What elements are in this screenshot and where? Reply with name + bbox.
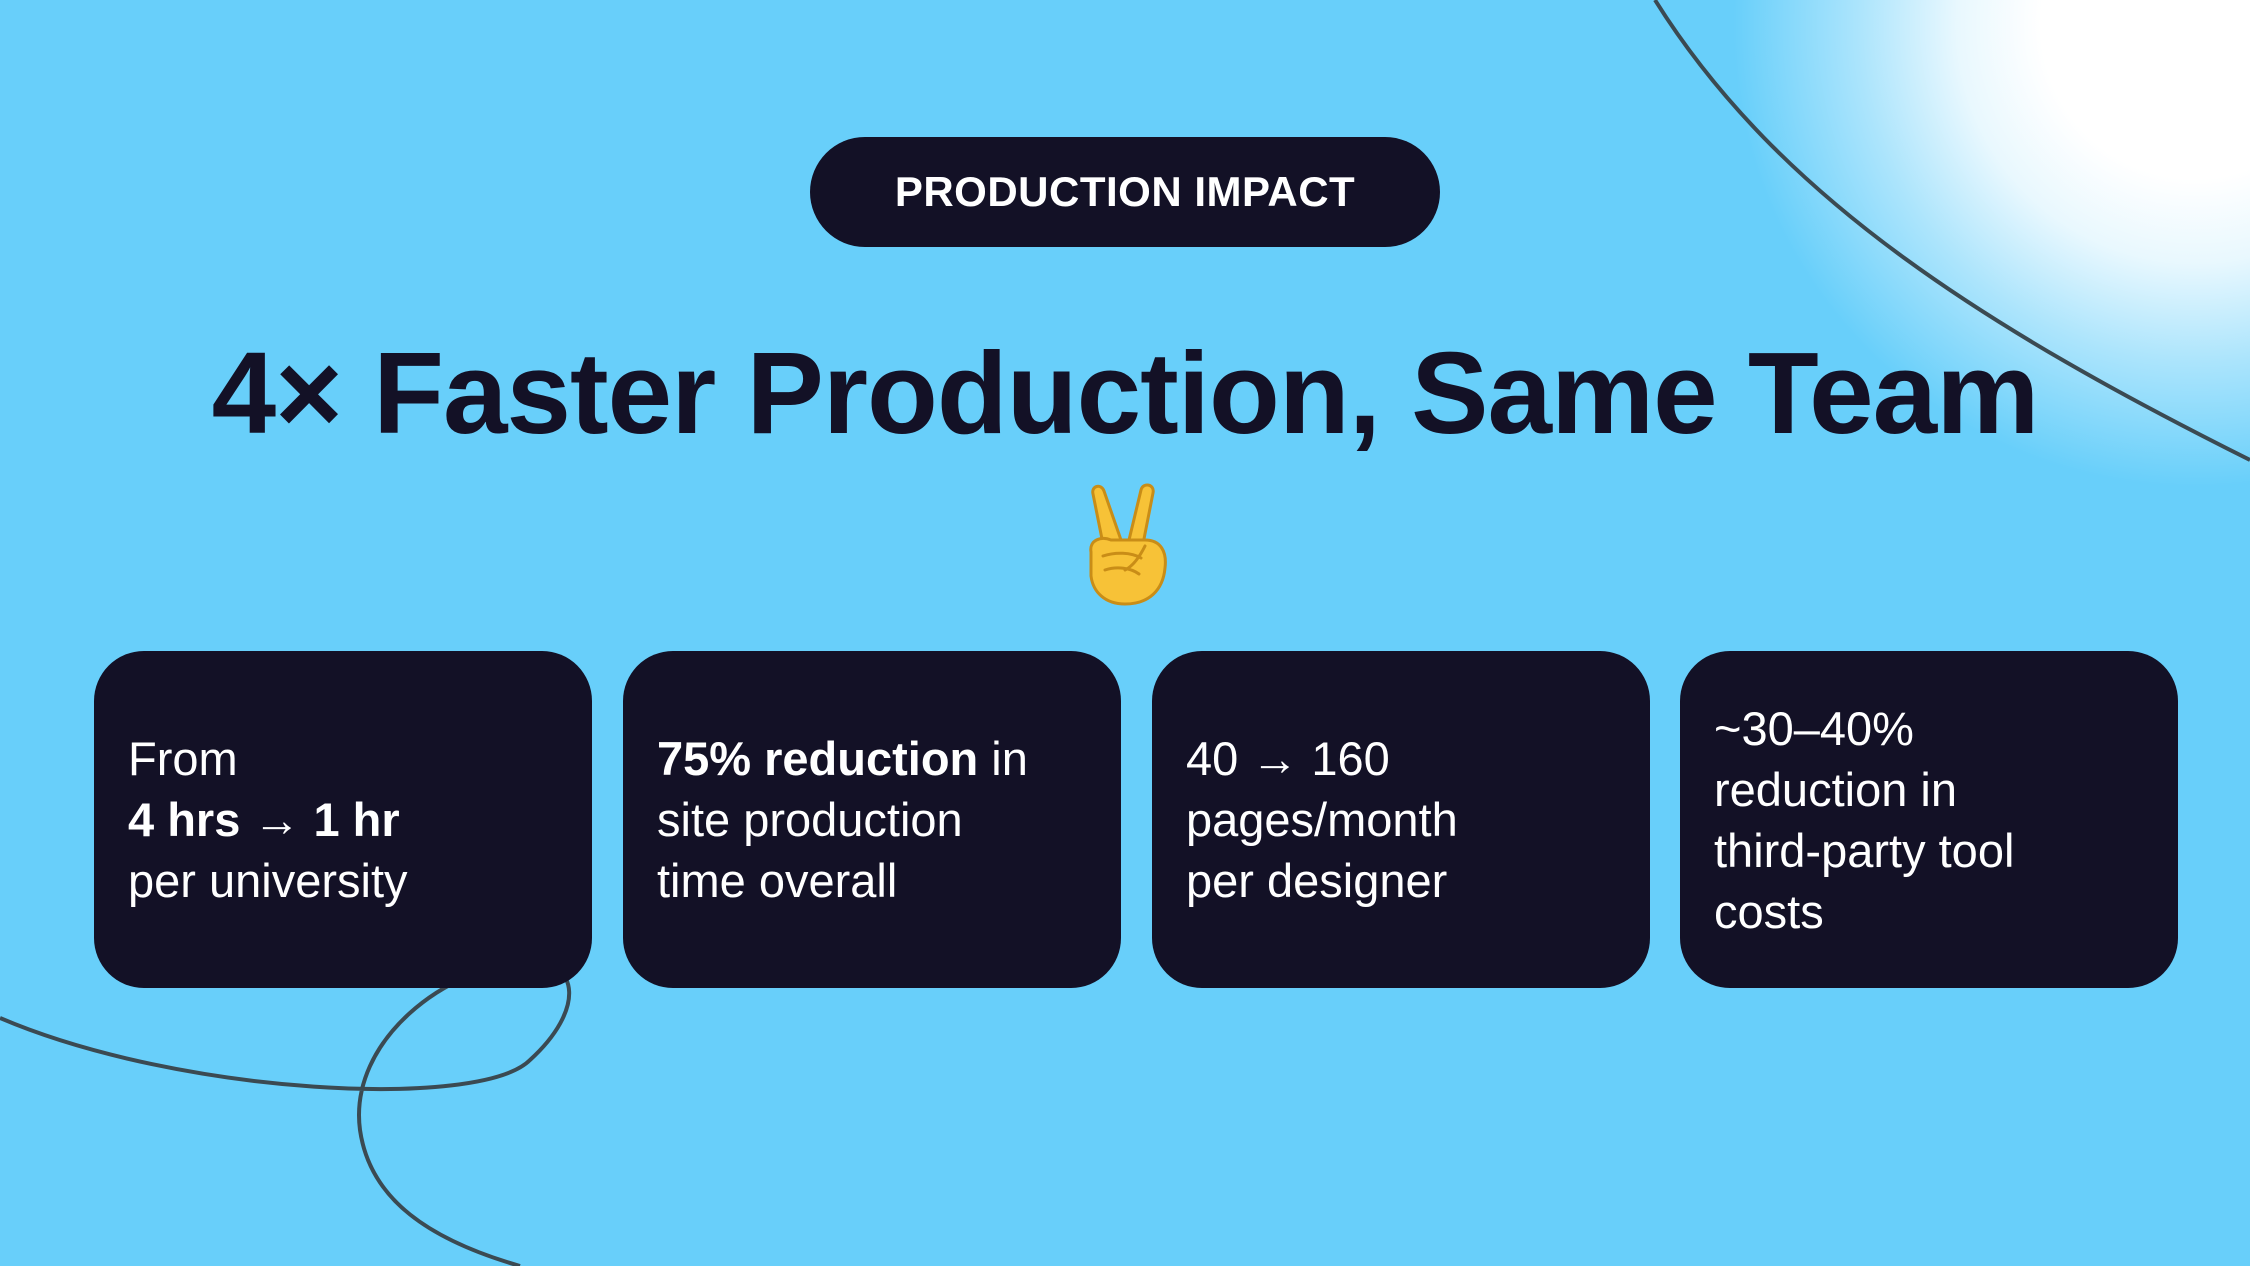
stat-card-time-per-university: From 4 hrs → 1 hr per university [94, 651, 592, 988]
victory-hand-emoji [1089, 483, 1167, 606]
card-4-line-4: costs [1714, 884, 1824, 938]
card-1-line-3: per university [128, 854, 408, 907]
stat-card-pages-per-designer: 40 → 160 pages/month per designer [1152, 651, 1650, 988]
card-2-lead-rest: in [978, 732, 1028, 785]
top-right-arc [1653, 0, 2250, 462]
card-3-line-2: pages/month [1186, 793, 1458, 846]
stat-card-tool-costs: ~30–40% reduction in third-party tool co… [1680, 651, 2178, 988]
bottom-left-loop [0, 959, 572, 1266]
section-badge: PRODUCTION IMPACT [810, 137, 1440, 247]
card-3-line-1: 40 → 160 [1186, 732, 1390, 785]
card-2-line-1: 75% reduction in [657, 728, 1087, 789]
section-badge-label: PRODUCTION IMPACT [894, 168, 1356, 215]
card-4-line-2: reduction in [1714, 762, 1957, 816]
card-2-line-3: time overall [657, 854, 898, 907]
card-2-highlight: 75% reduction [657, 732, 979, 785]
headline: 4× Faster Production, Same Team [211, 328, 2040, 458]
card-3-line-3: per designer [1186, 854, 1448, 907]
card-1-highlight: 4 hrs → 1 hr [128, 793, 400, 846]
card-1-line-2: 4 hrs → 1 hr [128, 789, 558, 850]
card-4-line-1: ~30–40% [1714, 701, 1914, 755]
card-4-line-3: third-party tool [1714, 823, 2015, 877]
card-1-line-1: From [128, 732, 238, 785]
card-2-line-2: site production [657, 793, 963, 846]
stat-card-production-time: 75% reduction in site production time ov… [623, 651, 1121, 988]
